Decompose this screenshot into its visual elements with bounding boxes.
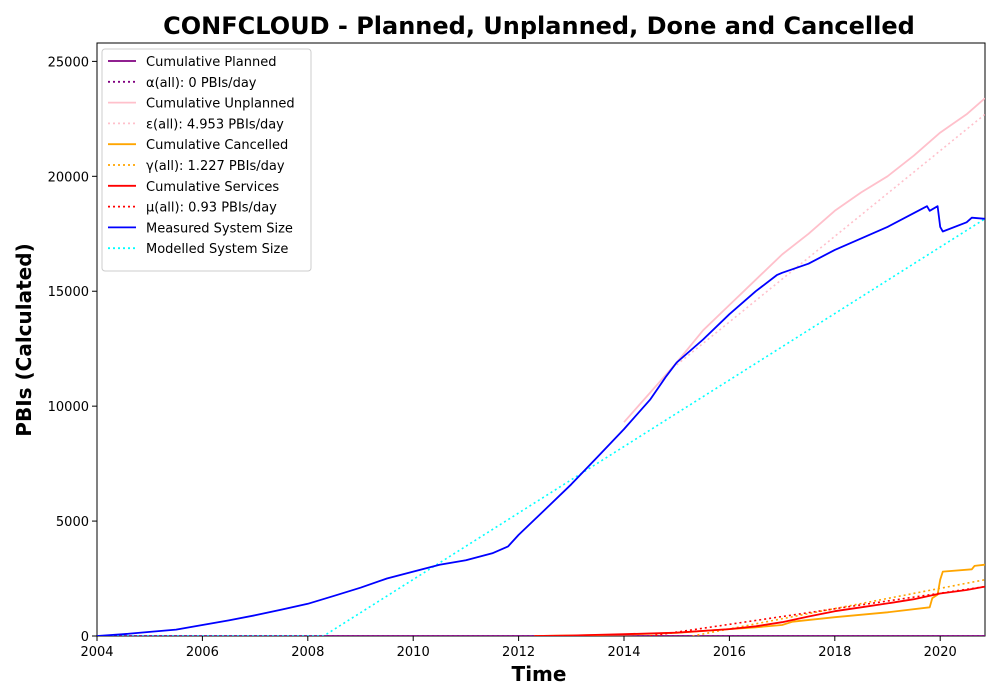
x-tick-label: 2020 (924, 645, 957, 660)
legend-label: Cumulative Cancelled (146, 138, 288, 153)
legend-label: Cumulative Services (146, 180, 279, 195)
legend-label: Cumulative Unplanned (146, 97, 295, 112)
series-line-6 (534, 585, 985, 636)
legend-label: α(all): 0 PBIs/day (146, 76, 257, 91)
legend-label: ε(all): 4.953 PBIs/day (146, 117, 284, 132)
legend-label: Modelled System Size (146, 242, 288, 257)
x-tick-label: 2008 (291, 645, 324, 660)
series-line-7 (650, 585, 985, 636)
legend: Cumulative Planned α(all): 0 PBIs/day Cumu… (101, 48, 312, 272)
x-axis-label: Time (512, 662, 567, 686)
y-tick-label: 15000 (48, 285, 89, 300)
legend-label: γ(all): 1.227 PBIs/day (146, 159, 285, 174)
y-axis: 0 5000 10000 15000 20000 25000 (48, 55, 97, 645)
series-line-2 (623, 97, 985, 423)
series-group (97, 97, 985, 636)
x-tick-label: 2014 (607, 645, 640, 660)
x-tick-label: 2012 (502, 645, 535, 660)
y-tick-label: 0 (81, 630, 89, 645)
y-tick-label: 10000 (48, 400, 89, 415)
x-axis: 2004 2006 2008 2010 2012 2014 2016 2018 2020 (80, 636, 957, 660)
y-tick-label: 20000 (48, 170, 89, 185)
x-tick-label: 2016 (713, 645, 746, 660)
y-tick-label: 25000 (48, 55, 89, 70)
chart-title: CONFCLOUD - Planned, Unplanned, Done and… (163, 12, 915, 40)
y-tick-label: 5000 (56, 515, 89, 530)
legend-box (101, 48, 312, 272)
legend-label: Measured System Size (146, 221, 293, 236)
x-tick-label: 2010 (397, 645, 430, 660)
legend-label: μ(all): 0.93 PBIs/day (146, 201, 277, 216)
x-tick-label: 2018 (818, 645, 851, 660)
series-line-8 (97, 205, 985, 636)
y-axis-label: PBIs (Calculated) (12, 243, 36, 436)
x-tick-label: 2006 (186, 645, 219, 660)
series-line-3 (676, 113, 985, 366)
x-tick-label: 2004 (80, 645, 113, 660)
legend-label: Cumulative Planned (146, 55, 276, 70)
